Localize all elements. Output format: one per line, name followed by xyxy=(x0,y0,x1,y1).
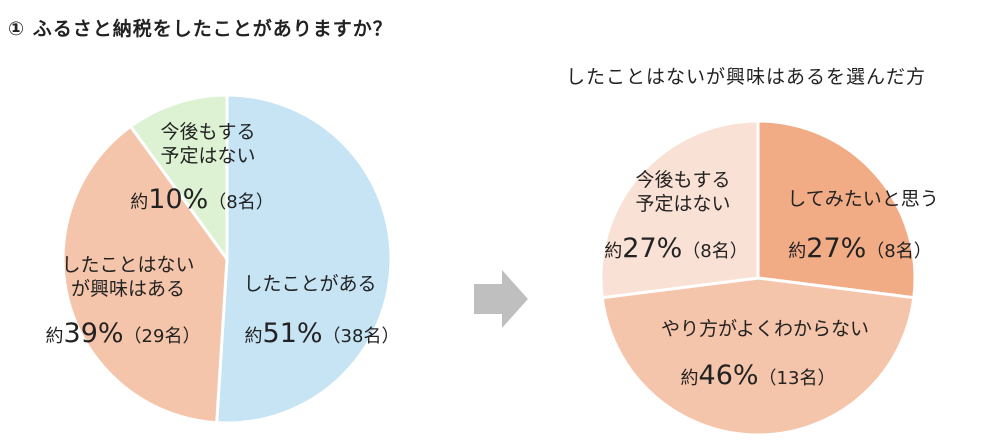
pie1-slice-2 xyxy=(599,119,760,300)
value-dont-know-how: 約46%（13名） xyxy=(680,360,836,391)
pie1-slice-0 xyxy=(756,119,917,300)
pie0-slice-0 xyxy=(215,93,393,425)
label-done: したことがある xyxy=(243,273,377,295)
pie0-slice-1 xyxy=(61,124,229,425)
value-want-to-try: 約27%（8名） xyxy=(788,233,932,264)
label-no-plan-right: 今後もする 予定はない xyxy=(635,169,731,215)
label-dont-know-how: やり方がよくわからない xyxy=(660,318,870,340)
right-chart-title: したことはないが興味はあるを選んだ方 xyxy=(566,66,927,88)
value-done: 約51%（38名） xyxy=(244,318,400,349)
pie0-slice-2 xyxy=(128,93,229,264)
label-interested: したことはない が興味はある xyxy=(61,254,195,300)
label-no-plan: 今後もする 予定はない xyxy=(160,121,256,167)
value-no-plan-right: 約27%（8名） xyxy=(604,233,748,264)
arrow-right-icon xyxy=(474,270,528,328)
value-no-plan: 約10%（8名） xyxy=(130,184,274,215)
question-title: ① ふるさと納税をしたことがありますか？ xyxy=(8,18,393,40)
pie1-slice-1 xyxy=(600,276,916,437)
value-interested: 約39%（29名） xyxy=(45,318,201,349)
label-want-to-try: してみたいと思う xyxy=(787,188,939,210)
